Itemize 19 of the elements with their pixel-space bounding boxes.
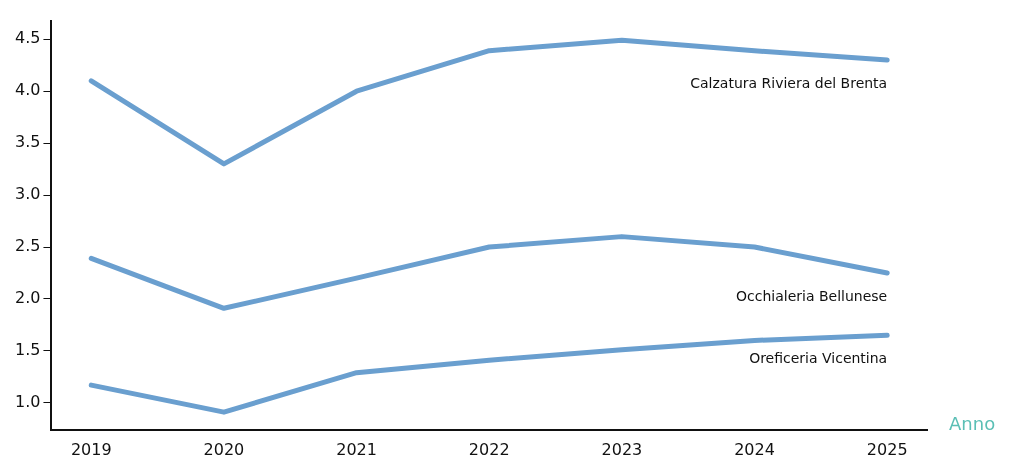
series-label: Occhialeria Bellunese xyxy=(736,287,888,304)
y-tick-label: 1.5 xyxy=(14,340,41,360)
y-tick-label: 3.0 xyxy=(14,184,41,204)
x-tick-label: 2021 xyxy=(336,439,377,459)
y-tick-label: 4.0 xyxy=(14,80,41,100)
x-tick-label: 2023 xyxy=(601,439,643,459)
x-tick-label: 2024 xyxy=(734,439,775,459)
y-tick-label: 2.0 xyxy=(14,288,41,308)
x-tick-label: 2020 xyxy=(203,439,245,459)
x-tick-label: 2022 xyxy=(468,439,510,459)
y-tick-label: 3.5 xyxy=(14,132,41,152)
y-tick-label: 2.5 xyxy=(14,236,41,256)
y-tick-label: 1.0 xyxy=(14,391,41,411)
x-tick-label: 2019 xyxy=(70,439,112,459)
series-label: Calzatura Riviera del Brenta xyxy=(690,74,888,91)
series-label: Oreficeria Vicentina xyxy=(749,349,888,366)
x-tick-label: 2025 xyxy=(866,439,908,459)
x-axis-title: Anno xyxy=(949,413,996,435)
y-tick-label: 4.5 xyxy=(14,28,41,48)
